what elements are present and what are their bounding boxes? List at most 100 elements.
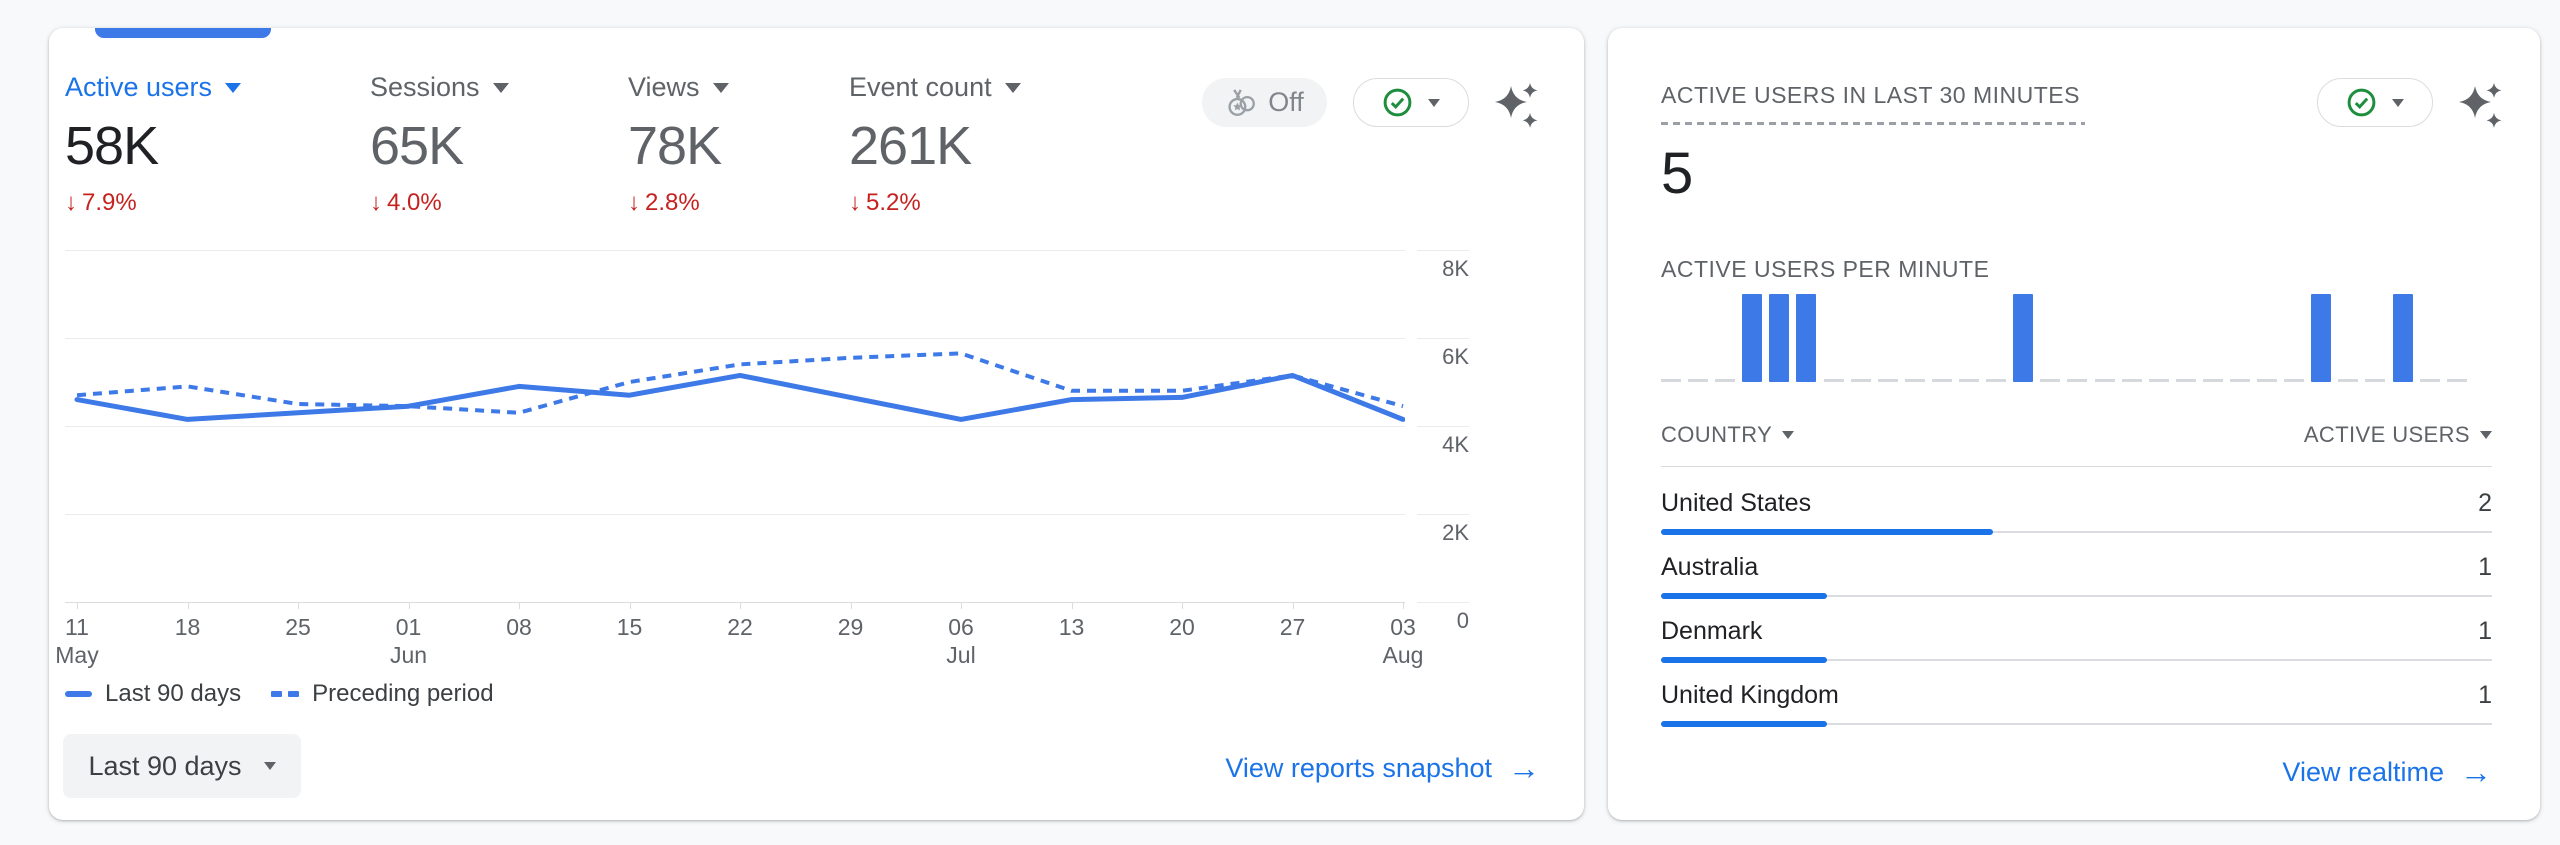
minute-empty-dash xyxy=(2040,379,2061,382)
x-axis-tick xyxy=(850,602,852,609)
x-axis-label: 25 xyxy=(285,614,311,640)
minute-empty-dash xyxy=(2257,379,2278,382)
x-axis-tick xyxy=(1182,602,1183,609)
view-realtime-link[interactable]: View realtime → xyxy=(2282,754,2492,790)
x-axis-tick xyxy=(1071,602,1073,609)
country-bar-track xyxy=(1661,593,2492,599)
view-reports-snapshot-link[interactable]: View reports snapshot → xyxy=(1225,750,1540,786)
chevron-down-icon xyxy=(1782,431,1795,439)
x-axis-tick xyxy=(961,602,962,609)
minute-bar xyxy=(1796,294,1817,382)
minute-empty-dash xyxy=(1850,379,1871,382)
data-quality-button[interactable] xyxy=(1353,78,1469,127)
x-axis-label: 06 xyxy=(948,614,974,640)
country-bar-fill xyxy=(1661,657,1828,663)
chevron-down-icon xyxy=(1428,98,1440,107)
gridline-stub xyxy=(1417,338,1469,339)
minute-empty-dash xyxy=(1959,379,1980,382)
minute-empty-dash xyxy=(2175,379,2196,382)
metric-views[interactable]: Views 78K ↓ 2.8% xyxy=(628,72,729,217)
country-bar-track xyxy=(1661,529,2492,535)
anomaly-medal-icon xyxy=(1228,88,1256,116)
minute-empty-dash xyxy=(2121,379,2142,382)
trend-lines xyxy=(74,351,1405,422)
chart-legend: Last 90 days Preceding period xyxy=(65,680,494,708)
metric-change: ↓ 4.0% xyxy=(370,189,442,216)
chevron-down-icon xyxy=(2392,98,2404,107)
country-active-users: 1 xyxy=(2478,553,2492,581)
insights-sparkle-button[interactable] xyxy=(1489,80,1543,132)
country-bar-fill xyxy=(1661,593,1828,599)
gridline-stub xyxy=(1417,426,1469,427)
x-axis-label: 27 xyxy=(1279,614,1306,640)
insights-sparkle-button[interactable] xyxy=(2453,80,2507,132)
chevron-down-icon xyxy=(225,82,242,93)
metric-change: ↓ 5.2% xyxy=(849,189,921,216)
metric-label: Event count xyxy=(849,72,992,102)
metric-value: 261K xyxy=(849,116,972,176)
legend-preceding-period: Preceding period xyxy=(271,680,494,708)
metric-event-count[interactable]: Event count 261K ↓ 5.2% xyxy=(849,72,1021,217)
country-bar-fill xyxy=(1661,721,1828,727)
check-circle-icon xyxy=(1383,88,1412,117)
y-axis-label: 4K xyxy=(1442,432,1469,457)
x-axis-tick xyxy=(187,602,189,609)
metric-value: 58K xyxy=(65,116,159,176)
solid-line-swatch-icon xyxy=(65,691,92,697)
series-dashed xyxy=(76,351,1404,415)
x-axis-label: 08 xyxy=(506,614,532,640)
down-arrow-icon: ↓ xyxy=(849,189,861,216)
dashed-line-swatch-icon xyxy=(271,691,300,697)
metric-label: Views xyxy=(628,72,700,102)
country-table-body: United States 2 Australia 1 Denmark 1 xyxy=(1661,478,2492,734)
x-axis-tick xyxy=(408,602,410,609)
down-arrow-icon: ↓ xyxy=(65,189,77,216)
right-arrow-icon: → xyxy=(2460,754,2492,790)
data-quality-button[interactable] xyxy=(2317,78,2433,127)
date-range-button[interactable]: Last 90 days xyxy=(63,734,301,798)
x-axis-tick xyxy=(1292,602,1294,609)
x-axis-tick xyxy=(519,602,520,609)
gridline xyxy=(65,426,1405,427)
anomaly-detection-toggle[interactable]: Off xyxy=(1202,78,1327,127)
down-arrow-icon: ↓ xyxy=(370,189,382,216)
metric-value: 78K xyxy=(628,116,722,176)
selected-tab-indicator xyxy=(95,28,271,38)
minute-empty-dash xyxy=(2338,379,2359,382)
active-users-30min-value: 5 xyxy=(1661,141,1694,206)
minute-empty-dash xyxy=(1661,379,1681,382)
metric-change: ↓ 7.9% xyxy=(65,189,137,216)
chevron-down-icon xyxy=(263,762,276,770)
metric-value: 65K xyxy=(370,116,464,176)
metric-sessions[interactable]: Sessions 65K ↓ 4.0% xyxy=(370,72,509,217)
anomaly-toggle-label: Off xyxy=(1268,87,1304,117)
minute-bar xyxy=(1769,294,1790,382)
metric-label: Active users xyxy=(65,72,213,102)
minute-empty-dash xyxy=(2067,379,2088,382)
realtime-card: ACTIVE USERS IN LAST 30 MINUTES 5 ACTIVE… xyxy=(1608,28,2540,820)
x-axis-month-label: May xyxy=(55,642,99,668)
x-axis-label: 15 xyxy=(616,614,643,640)
country-row: United Kingdom 1 xyxy=(1661,670,2492,734)
y-axis-label: 2K xyxy=(1442,520,1469,545)
minute-empty-dash xyxy=(1715,379,1736,382)
x-axis-tick xyxy=(298,602,299,609)
x-axis-tick xyxy=(77,602,78,609)
country-column-header[interactable]: COUNTRY xyxy=(1661,422,1795,448)
x-axis-label: 13 xyxy=(1058,614,1085,640)
country-active-users: 1 xyxy=(2478,681,2492,709)
dotted-underline xyxy=(1661,122,2085,125)
active-users-column-header[interactable]: ACTIVE USERS xyxy=(2304,422,2492,448)
x-axis-label: 29 xyxy=(837,614,864,640)
minute-bar xyxy=(2311,294,2332,382)
x-axis-label: 20 xyxy=(1169,614,1195,640)
minute-empty-dash xyxy=(2094,379,2115,382)
country-table-header: COUNTRY ACTIVE USERS xyxy=(1661,422,2492,448)
chevron-down-icon xyxy=(492,82,509,93)
gridline xyxy=(65,602,1405,603)
country-bar-track xyxy=(1661,721,2492,727)
per-minute-chart xyxy=(1661,288,2467,382)
metric-active-users[interactable]: Active users 58K ↓ 7.9% xyxy=(65,72,242,217)
x-axis-label: 03 xyxy=(1390,614,1416,640)
